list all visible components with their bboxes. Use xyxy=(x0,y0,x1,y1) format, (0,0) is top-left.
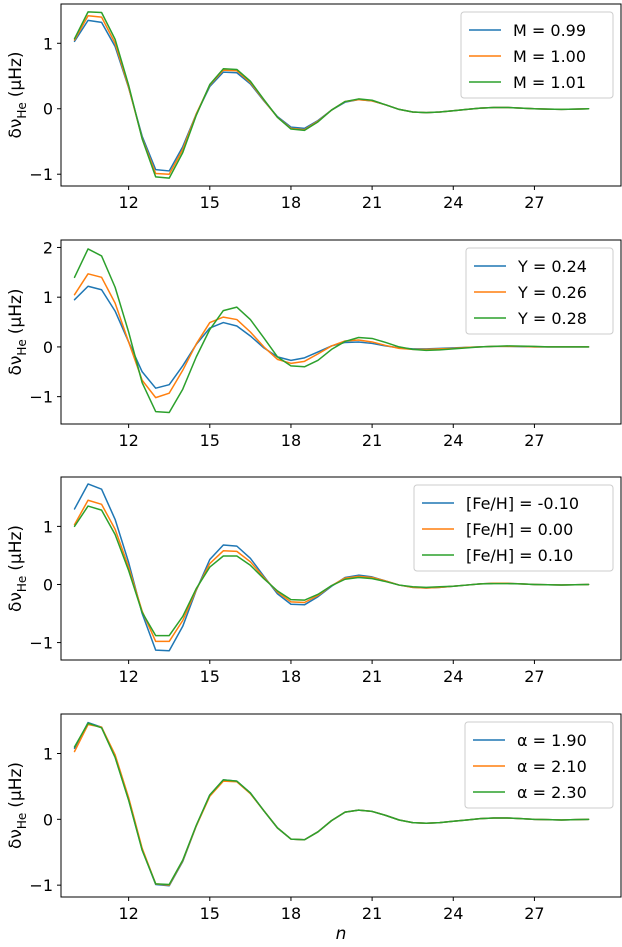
series-group xyxy=(73,721,590,887)
legend-frame xyxy=(465,247,614,335)
y-tick-label: 1 xyxy=(43,288,53,307)
series-group xyxy=(73,483,590,652)
chart-panel-1: 12 15 18 21 24 27 −1 0 1 δνHe (μHz) M = 0.99 M = 1.0… xyxy=(6,3,622,212)
axes-frame xyxy=(60,239,622,425)
legend-entry: [Fe/H] = 0.10 xyxy=(466,546,573,565)
x-tick-label: 18 xyxy=(281,193,301,212)
y-axis-label: δνHe (μHz) xyxy=(6,525,29,612)
x-tick-label: 24 xyxy=(443,431,463,450)
legend-entry: α = 2.10 xyxy=(517,757,587,776)
x-tick-label: 12 xyxy=(118,193,138,212)
y-axis-label-unit: (μHz) xyxy=(6,51,26,97)
y-axis-label-unit: (μHz) xyxy=(6,288,26,334)
x-tick-label: 24 xyxy=(443,193,463,212)
x-tick-label: 15 xyxy=(200,193,220,212)
series-line-3 xyxy=(73,505,590,637)
series-line-3 xyxy=(73,722,590,886)
legend-entry: [Fe/H] = 0.00 xyxy=(466,520,573,539)
series-line-3 xyxy=(73,248,590,414)
legend-frame xyxy=(464,721,614,809)
y-tick-label: 0 xyxy=(43,810,53,829)
y-tick-label: 1 xyxy=(43,517,53,536)
y-axis-label-main: δν xyxy=(6,829,26,849)
legend-entry: Y = 0.24 xyxy=(517,257,587,276)
axes-frame xyxy=(60,713,622,898)
y-tick-label: −1 xyxy=(29,634,53,653)
y-tick-label: 0 xyxy=(43,575,53,594)
y-axis-label-sub: He xyxy=(15,576,29,592)
y-axis-label: δνHe (μHz) xyxy=(6,51,29,138)
y-tick-label: −1 xyxy=(29,165,53,184)
y-tick-label: 0 xyxy=(43,338,53,357)
y-tick-label: −1 xyxy=(29,876,53,895)
chart-panel-4: 12 15 18 21 24 27 −1 0 1 δνHe (μHz) α = 1.90 α = 2.1… xyxy=(6,713,622,923)
legend: Y = 0.24 Y = 0.26 Y = 0.28 xyxy=(465,247,614,335)
y-tick-label: 1 xyxy=(43,744,53,763)
legend: [Fe/H] = -0.10 [Fe/H] = 0.00 [Fe/H] = 0.10 xyxy=(413,484,614,572)
x-tick-label: 27 xyxy=(524,904,544,923)
y-axis-label-sub: He xyxy=(15,813,29,829)
legend-entry: M = 0.99 xyxy=(513,21,586,40)
series-group xyxy=(73,248,590,414)
legend-frame xyxy=(460,11,614,99)
y-axis-label: δνHe (μHz) xyxy=(6,762,29,849)
legend-entry: Y = 0.26 xyxy=(517,283,587,302)
x-tick-label: 24 xyxy=(443,667,463,686)
x-axis-label: n xyxy=(336,924,347,943)
legend-entry: α = 1.90 xyxy=(517,731,587,750)
x-tick-label: 18 xyxy=(281,904,301,923)
x-tick-label: 21 xyxy=(362,904,382,923)
x-tick-label: 15 xyxy=(200,904,220,923)
y-axis-label: δνHe (μHz) xyxy=(6,288,29,375)
axes-frame xyxy=(60,476,622,661)
y-axis-label-sub: He xyxy=(15,102,29,118)
y-axis-label-main: δν xyxy=(6,356,26,376)
legend-frame xyxy=(413,484,614,572)
y-axis-label-unit: (μHz) xyxy=(6,525,26,571)
x-tick-label: 18 xyxy=(281,431,301,450)
y-axis-label-unit: (μHz) xyxy=(6,762,26,808)
y-axis-label-main: δν xyxy=(6,119,26,139)
x-tick-label: 21 xyxy=(362,431,382,450)
y-axis-label-main: δν xyxy=(6,592,26,612)
x-tick-label: 27 xyxy=(524,667,544,686)
legend-entry: Y = 0.28 xyxy=(517,309,587,328)
y-tick-label: 0 xyxy=(43,100,53,119)
legend-entry: α = 2.30 xyxy=(517,783,587,802)
x-tick-label: 12 xyxy=(118,904,138,923)
series-group xyxy=(73,11,590,179)
x-tick-label: 12 xyxy=(118,431,138,450)
x-tick-label: 27 xyxy=(524,193,544,212)
y-axis-label-sub: He xyxy=(15,339,29,355)
legend-entry: [Fe/H] = -0.10 xyxy=(466,494,579,513)
legend: α = 1.90 α = 2.10 α = 2.30 xyxy=(464,721,614,809)
x-tick-label: 24 xyxy=(443,904,463,923)
x-tick-label: 18 xyxy=(281,667,301,686)
x-tick-label: 21 xyxy=(362,193,382,212)
x-tick-label: 21 xyxy=(362,667,382,686)
y-tick-label: −1 xyxy=(29,388,53,407)
x-tick-label: 15 xyxy=(200,667,220,686)
legend-entry: M = 1.01 xyxy=(513,73,586,92)
axes-frame xyxy=(60,3,622,187)
y-tick-label: 2 xyxy=(43,238,53,257)
x-tick-label: 15 xyxy=(200,431,220,450)
legend-entry: M = 1.00 xyxy=(513,47,586,66)
x-tick-label: 12 xyxy=(118,667,138,686)
y-tick-label: 1 xyxy=(43,34,53,53)
x-tick-label: 27 xyxy=(524,431,544,450)
legend: M = 0.99 M = 1.00 M = 1.01 xyxy=(460,11,614,99)
series-line-3 xyxy=(73,11,590,179)
